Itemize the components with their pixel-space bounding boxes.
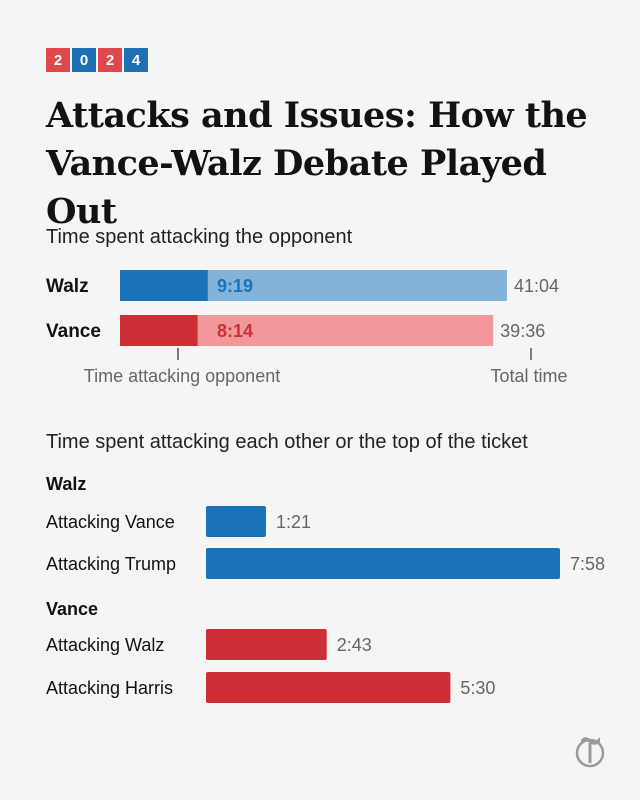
year-digit: 0 <box>72 48 96 72</box>
category-label: Attacking Trump <box>46 554 176 574</box>
year-badge: 2 0 2 4 <box>46 48 148 72</box>
attack-bar <box>206 629 327 660</box>
value-label: 7:58 <box>570 554 605 574</box>
candidate-label: Walz <box>46 276 89 297</box>
group-label: Walz <box>46 474 86 494</box>
value-label: 5:30 <box>460 678 495 698</box>
attack-bar <box>206 672 451 703</box>
chart1-title: Time spent attacking the opponent <box>46 226 353 248</box>
attack-bar <box>206 506 266 537</box>
annotation-label: Total time <box>490 366 567 386</box>
year-digit: 4 <box>124 48 148 72</box>
total-time-label: 39:36 <box>500 321 545 341</box>
category-label: Attacking Vance <box>46 512 175 532</box>
year-digit: 2 <box>46 48 70 72</box>
chart2-title: Time spent attacking each other or the t… <box>46 431 528 453</box>
headline: Attacks and Issues: How the Vance-Walz D… <box>46 95 588 232</box>
attack-time-label: 8:14 <box>217 321 253 341</box>
category-label: Attacking Walz <box>46 635 164 655</box>
attack-time-bar <box>120 315 198 346</box>
year-digit: 2 <box>98 48 122 72</box>
value-label: 1:21 <box>276 512 311 532</box>
total-time-label: 41:04 <box>514 276 559 296</box>
attack-vs-total-chart: Walz 9:19 41:04 Vance 8:14 39:36 Time attackin… <box>46 270 568 386</box>
category-label: Attacking Harris <box>46 678 173 698</box>
attack-bar <box>206 548 560 579</box>
attack-time-label: 9:19 <box>217 276 253 296</box>
value-label: 2:43 <box>337 635 372 655</box>
group-label: Vance <box>46 599 98 619</box>
annotation-label: Time attacking opponent <box>84 366 280 386</box>
nyt-t-logo-icon <box>575 737 605 768</box>
attack-time-bar <box>120 270 208 301</box>
candidate-label: Vance <box>46 321 101 342</box>
